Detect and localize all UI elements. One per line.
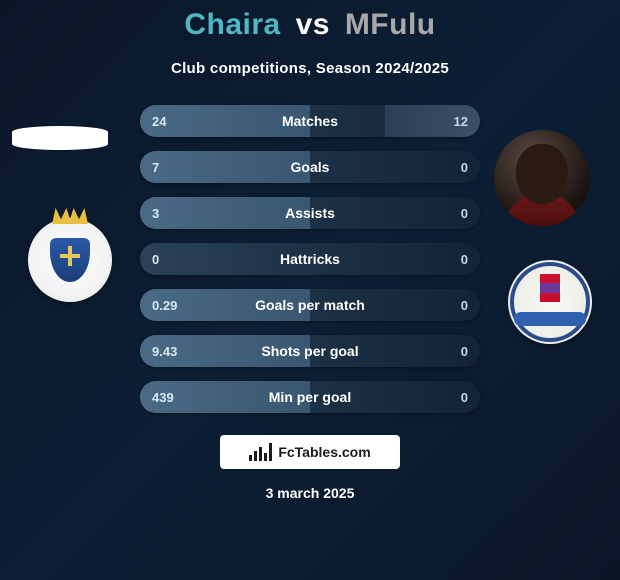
stat-value-right: 0	[424, 206, 480, 221]
stat-value-left: 9.43	[140, 344, 196, 359]
stat-label: Shots per goal	[196, 343, 424, 359]
stat-value-left: 24	[140, 114, 196, 129]
banner-icon	[514, 312, 586, 326]
stat-value-right: 0	[424, 298, 480, 313]
player1-club-crest	[28, 218, 112, 302]
stat-label: Assists	[196, 205, 424, 221]
stat-value-left: 3	[140, 206, 196, 221]
footer-date: 3 march 2025	[266, 485, 355, 501]
stat-row: 3Assists0	[140, 197, 480, 229]
stat-row: 7Goals0	[140, 151, 480, 183]
stat-label: Matches	[196, 113, 424, 129]
footer-logo[interactable]: FcTables.com	[220, 435, 400, 469]
stat-value-right: 0	[424, 390, 480, 405]
stat-label: Goals	[196, 159, 424, 175]
stat-value-left: 439	[140, 390, 196, 405]
title: Chaira vs MFulu	[184, 8, 435, 42]
title-player1: Chaira	[184, 8, 280, 41]
title-vs: vs	[296, 8, 330, 41]
stat-row: 24Matches12	[140, 105, 480, 137]
stat-label: Hattricks	[196, 251, 424, 267]
stat-row: 0Hattricks0	[140, 243, 480, 275]
title-player2: MFulu	[345, 8, 436, 41]
footer-site: FcTables.com	[278, 444, 370, 460]
stat-row: 0.29Goals per match0	[140, 289, 480, 321]
stat-row: 439Min per goal0	[140, 381, 480, 413]
stat-label: Goals per match	[196, 297, 424, 313]
stat-value-right: 12	[424, 114, 480, 129]
stat-value-right: 0	[424, 252, 480, 267]
logo-bars-icon	[249, 443, 272, 461]
flag-icon	[540, 274, 560, 302]
player2-club-crest	[508, 260, 592, 344]
player1-avatar	[12, 126, 108, 150]
stat-value-right: 0	[424, 344, 480, 359]
player2-avatar	[494, 130, 590, 226]
stats-list: 24Matches127Goals03Assists00Hattricks00.…	[140, 105, 480, 413]
stat-row: 9.43Shots per goal0	[140, 335, 480, 367]
stat-value-left: 0	[140, 252, 196, 267]
stat-value-left: 7	[140, 160, 196, 175]
stat-label: Min per goal	[196, 389, 424, 405]
stat-value-right: 0	[424, 160, 480, 175]
subtitle: Club competitions, Season 2024/2025	[171, 60, 449, 77]
stat-value-left: 0.29	[140, 298, 196, 313]
